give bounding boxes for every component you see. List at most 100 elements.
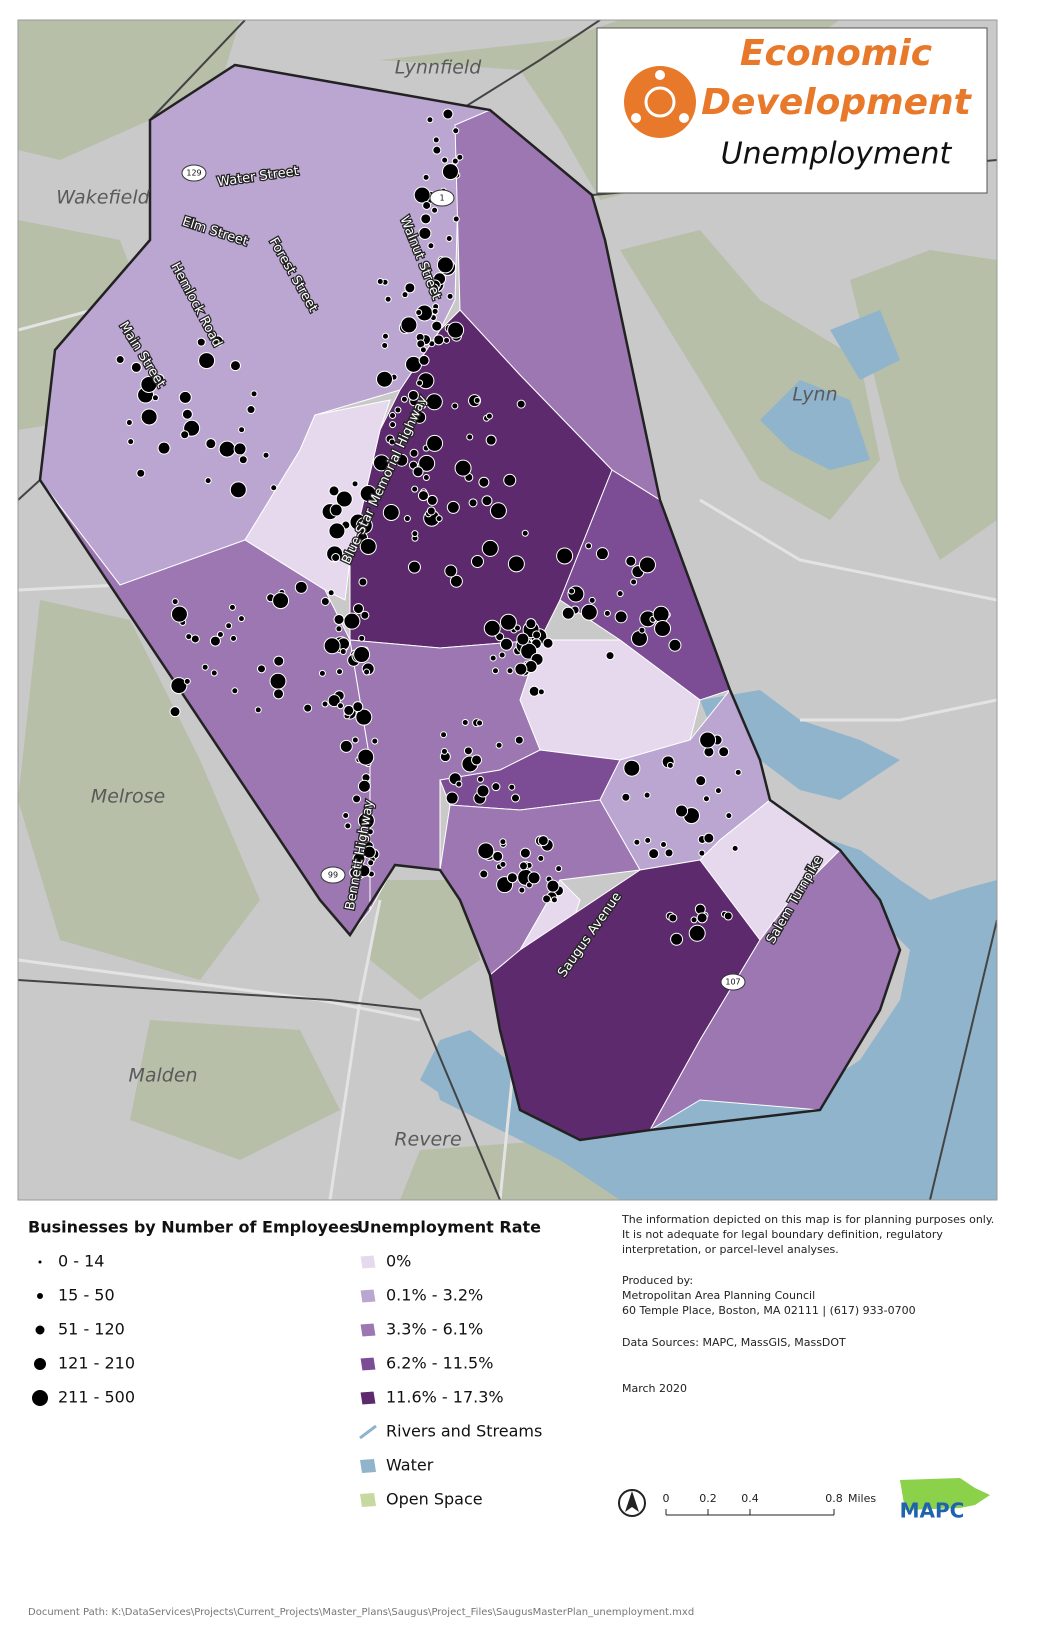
business-point (362, 845, 376, 859)
business-point (638, 556, 656, 574)
business-point (198, 352, 216, 370)
business-point (731, 844, 739, 852)
business-point (339, 739, 353, 753)
business-point (476, 719, 484, 727)
business-point (481, 495, 493, 507)
disclaimer-line: It is not adequate for legal boundary de… (622, 1228, 943, 1241)
route-shield (429, 189, 455, 207)
business-point (431, 307, 439, 315)
business-point (204, 477, 212, 485)
business-point (725, 812, 733, 820)
disclaimer-line: The information depicted on this map is … (621, 1213, 994, 1226)
business-point (451, 157, 459, 165)
business-point (357, 748, 375, 766)
document-path: Document Path: K:\DataServices\Projects\… (28, 1607, 694, 1618)
business-point (532, 630, 542, 640)
business-point (461, 718, 469, 726)
business-point (238, 455, 248, 465)
route-shield (720, 973, 746, 991)
business-point (476, 784, 490, 798)
business-point (568, 587, 576, 595)
legend-label: 11.6% - 17.3% (386, 1388, 504, 1407)
business-point (426, 494, 438, 506)
business-point (696, 912, 708, 924)
business-point (357, 812, 375, 830)
business-point (401, 291, 409, 299)
legend-swatch (359, 1254, 377, 1270)
business-point (555, 865, 563, 873)
scale-label: 0.2 (699, 1492, 717, 1505)
business-point (499, 613, 517, 631)
business-point (352, 852, 366, 866)
business-point (668, 913, 678, 923)
business-point (381, 332, 389, 340)
business-point (595, 547, 609, 561)
producer-line: 60 Temple Place, Boston, MA 02111 | (617… (622, 1304, 916, 1317)
business-point (588, 596, 596, 604)
business-point (170, 605, 188, 623)
business-point (359, 537, 377, 555)
business-point (734, 768, 742, 776)
business-point (431, 206, 439, 214)
business-point (400, 395, 408, 403)
business-point (382, 503, 400, 521)
business-point (358, 577, 368, 587)
business-point (333, 613, 345, 625)
business-point (485, 434, 497, 446)
business-point (427, 242, 435, 250)
place-label: Revere (394, 1129, 461, 1151)
business-point (336, 668, 344, 676)
scale-label: 0.4 (741, 1492, 759, 1505)
business-point (376, 370, 394, 388)
business-point (440, 747, 448, 755)
business-point (537, 835, 549, 847)
business-point (514, 735, 524, 745)
business-point (473, 396, 481, 404)
business-point (352, 701, 364, 713)
business-point (357, 779, 371, 793)
business-point (643, 791, 651, 799)
business-point (418, 402, 426, 410)
business-point (718, 746, 730, 758)
business-point (411, 485, 419, 493)
scale-label: 0 (663, 1492, 670, 1505)
business-point (489, 502, 507, 520)
business-point (335, 625, 343, 633)
legend-swatch (359, 1424, 377, 1440)
business-point (666, 761, 674, 769)
business-point (355, 708, 373, 726)
scale-label: 0.8 (825, 1492, 843, 1505)
business-point (542, 637, 554, 649)
business-point (605, 651, 615, 661)
title-icon-person (679, 113, 689, 123)
business-point (432, 145, 442, 155)
legend-title: Unemployment Rate (357, 1218, 541, 1237)
business-point (479, 869, 489, 879)
business-point (323, 637, 341, 655)
business-point (481, 539, 499, 557)
legend-title: Businesses by Number of Employees (28, 1218, 359, 1237)
business-point (201, 663, 209, 671)
place-label: Malden (128, 1065, 197, 1087)
business-point (441, 163, 459, 181)
business-point (491, 667, 499, 675)
business-point (426, 116, 434, 124)
legend-label: 121 - 210 (58, 1354, 135, 1373)
business-point (455, 780, 463, 788)
business-point (466, 433, 474, 441)
title-icon-coin (644, 86, 676, 118)
business-point (400, 316, 418, 334)
legend-swatch (360, 1493, 376, 1507)
scale-unit: Miles (848, 1492, 876, 1505)
business-point (527, 871, 541, 885)
business-point (542, 894, 552, 904)
business-point (446, 292, 454, 300)
business-point (506, 667, 514, 675)
business-point (499, 860, 507, 868)
business-point (441, 156, 449, 164)
north-arrow-needle (625, 1491, 639, 1512)
legend-label: Water (386, 1456, 434, 1475)
business-point (413, 186, 431, 204)
producer-line: Produced by: (622, 1274, 693, 1287)
business-point (331, 553, 341, 563)
